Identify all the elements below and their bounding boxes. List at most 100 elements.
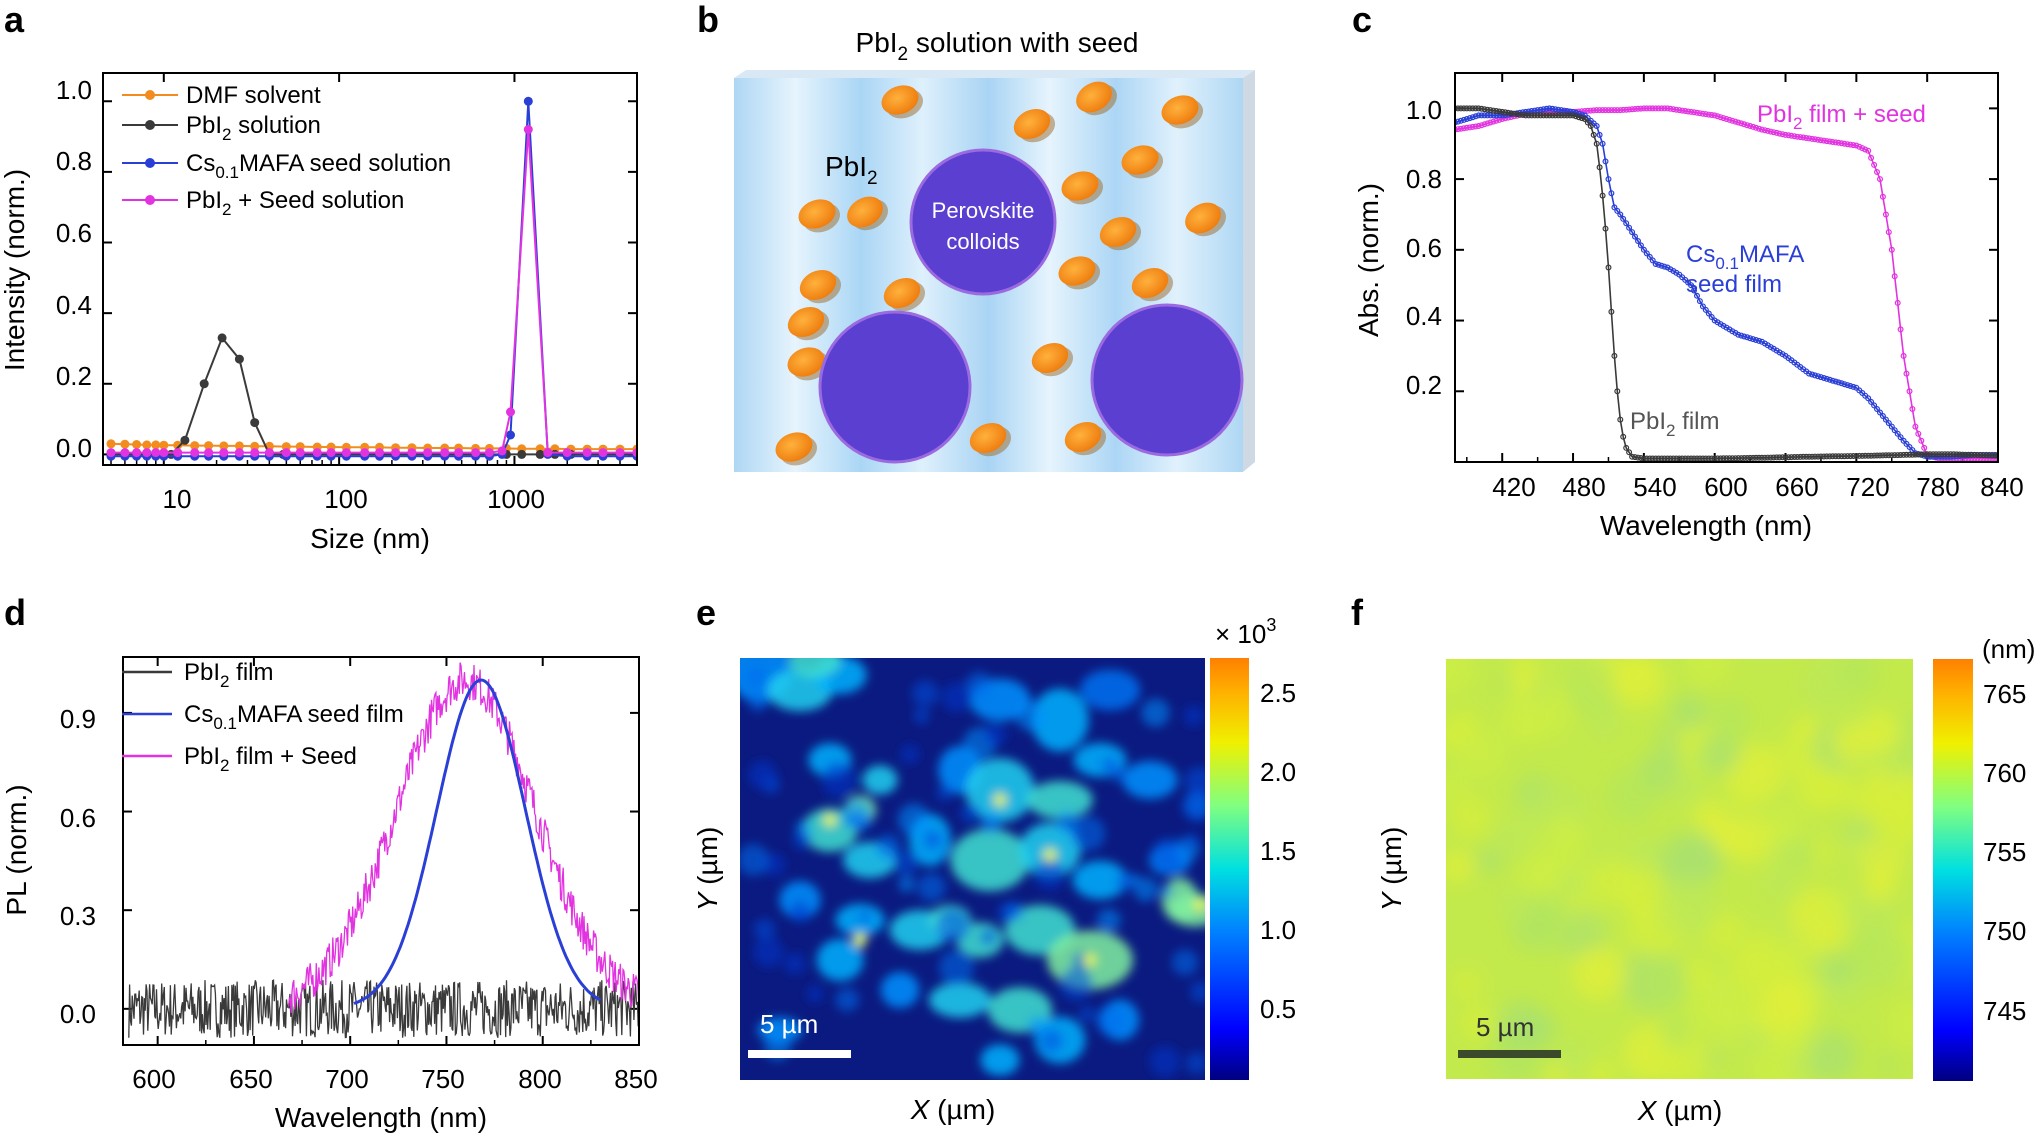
f-cb-tick: 750 [1983,916,2026,946]
c-data-point [1738,332,1745,339]
c-data-point [1549,112,1556,119]
c-data-point [1552,112,1559,119]
a-ytick: 0.0 [56,433,92,463]
c-data-point [1699,303,1706,310]
e-texture-dot [912,680,939,707]
e-texture-dot [1159,884,1173,898]
c-data-point [1561,112,1568,119]
c-cs-sub: 0.1 [1715,254,1739,273]
c-data-point [1611,352,1618,359]
c-data-point [1484,112,1491,119]
c-data-point [1605,176,1612,183]
a-series-line [111,335,637,456]
c-xtick: 600 [1704,472,1747,502]
c-data-point [1505,109,1512,116]
c-data-point [1868,452,1875,459]
c-data-point [1664,455,1671,462]
d-xtick: 650 [229,1064,272,1094]
c-xtick: 780 [1916,472,1959,502]
c-data-point [1587,107,1594,114]
c-data-point [1876,452,1883,459]
panel-a-plot [103,73,637,465]
c-data-point [1838,140,1845,147]
c-data-point [1882,452,1889,459]
f-texture-dot [1517,850,1570,903]
f-texture-dot [1627,835,1668,876]
c-data-point [1915,451,1922,458]
c-data-point [1626,106,1633,113]
c-data-point [1620,106,1627,113]
c-data-point [1469,123,1476,130]
c-data-point [1688,455,1695,462]
c-data-point [1865,147,1872,154]
a-data-point [615,448,625,458]
c-data-point [1673,106,1680,113]
c-data-point [1481,106,1488,113]
c-data-point [1832,139,1839,146]
b-title-post: solution with seed [908,27,1138,58]
c-data-point [1714,113,1721,120]
c-data-point [1829,377,1836,384]
b-particle [1013,108,1056,143]
c-data-point [1909,451,1916,458]
f-texture-dot [1762,866,1799,903]
e-peak [853,933,867,947]
e-hotspot [965,758,1035,822]
c-data-point [1531,112,1538,119]
c-data-point [1513,111,1520,118]
c-data-point [1806,370,1813,377]
c-data-point [1729,328,1736,335]
c-data-point [1626,449,1633,456]
f-texture-dot [1672,694,1709,731]
b-particle [1058,256,1101,290]
a-data-point [199,379,209,389]
d-ytick: 0.9 [60,704,96,734]
a-xtick: 10 [163,484,192,514]
a-ytick: 0.6 [56,218,92,248]
c-data-point [1897,326,1904,333]
panel-e: e × 103 2.5 2.0 1.5 1.0 0.5 5 µm X (µm) … [692,592,1296,1125]
c-data-point [1460,125,1467,132]
c-data-point [1873,406,1880,413]
c-ytick: 1.0 [1406,95,1442,125]
c-data-point [1829,453,1836,460]
c-data-point [1752,124,1759,131]
c-data-point [1782,454,1789,461]
e-texture-dot [900,744,920,764]
c-data-point [1741,455,1748,462]
d-legend-item: Cs0.1MAFA seed film [122,701,404,733]
c-data-point [1750,454,1757,461]
c-data-point [1658,105,1665,112]
b-colloid-line2: colloids [946,229,1019,254]
c-data-point [1735,119,1742,126]
c-data-point [1546,105,1553,112]
c-data-point [1847,453,1854,460]
c-data-point [1643,105,1650,112]
c-data-point [1876,409,1883,416]
c-data-point [1906,451,1913,458]
a-leg-1-pre: PbI [186,112,222,139]
c-data-point [1460,105,1467,112]
c-data-point [1744,455,1751,462]
f-texture-dot [1699,732,1741,774]
c-data-point [1599,192,1606,199]
c-xlabel: Wavelength (nm) [1600,510,1812,541]
a-data-point [523,96,533,106]
c-data-point [1614,207,1621,214]
c-pb-post: film [1676,408,1720,435]
c-data-point [1800,134,1807,141]
c-data-point [1811,453,1818,460]
f-colorbar-ticks: 765 760 755 750 745 [1983,679,2026,1026]
b-particle [1031,342,1074,377]
c-data-point [1770,454,1777,461]
c-data-point [1466,124,1473,131]
c-data-point [1735,455,1742,462]
c-data-point [1626,224,1633,231]
c-data-point [1637,105,1644,112]
c-ytick: 0.2 [1406,370,1442,400]
c-data-point [1522,112,1529,119]
a-data-point [106,439,116,449]
c-data-point [1614,388,1621,395]
e-texture-dot [793,829,813,849]
